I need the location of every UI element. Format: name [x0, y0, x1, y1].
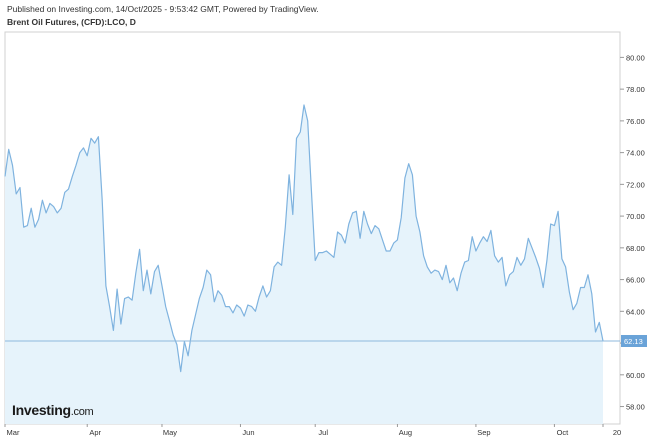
x-tick-label: Oct — [557, 428, 570, 437]
y-tick-label: 68.00 — [626, 244, 645, 253]
last-price-label: 62.13 — [624, 337, 643, 346]
x-tick-label: Jul — [318, 428, 328, 437]
last-price-tag: 62.13 — [621, 334, 647, 347]
y-tick-label: 76.00 — [626, 117, 645, 126]
y-axis: 58.0060.0062.0064.0066.0068.0070.0072.00… — [620, 53, 645, 412]
price-area-fill — [5, 105, 603, 424]
y-tick-label: 72.00 — [626, 180, 645, 189]
x-tick-label: May — [163, 428, 177, 437]
y-tick-label: 80.00 — [626, 53, 645, 62]
instrument-title: Brent Oil Futures, (CFD):LCO, D — [7, 17, 136, 27]
investing-logo: Investing.com — [12, 402, 94, 418]
x-tick-label: Sep — [477, 428, 490, 437]
price-series-line[interactable] — [4, 104, 604, 373]
y-tick-label: 78.00 — [626, 85, 645, 94]
x-axis: Mar Apr May Jun Jul Aug Sep Oct 20 — [4, 424, 621, 437]
x-tick-label: Mar — [7, 428, 20, 437]
y-tick-label: 70.00 — [626, 212, 645, 221]
x-tick-label: Jun — [242, 428, 254, 437]
logo-suffix: .com — [70, 406, 94, 418]
y-tick-label: 74.00 — [626, 149, 645, 158]
published-note: Published on Investing.com, 14/Oct/2025 … — [7, 4, 319, 14]
x-tick-label: Aug — [399, 428, 412, 437]
x-tick-label: Apr — [89, 428, 101, 437]
y-tick-label: 60.00 — [626, 371, 645, 380]
logo-brand: Investing — [12, 402, 71, 418]
x-tick-label: 20 — [613, 428, 621, 437]
last-price-tag-bg — [621, 334, 647, 347]
y-tick-label: 58.00 — [626, 403, 645, 412]
y-tick-label: 66.00 — [626, 276, 645, 285]
y-tick-label: 64.00 — [626, 307, 645, 316]
